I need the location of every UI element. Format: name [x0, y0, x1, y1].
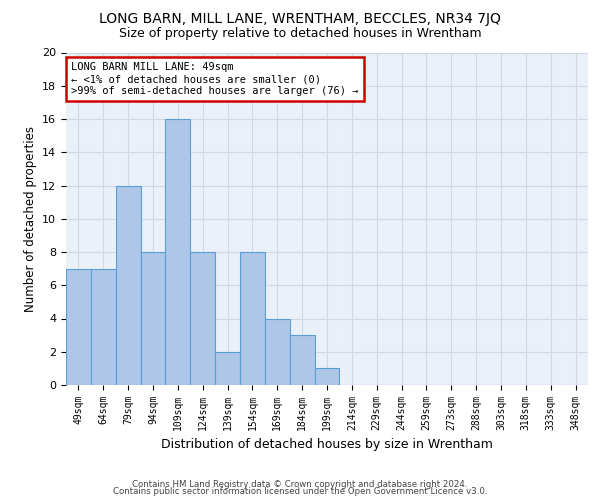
Bar — [215, 352, 240, 385]
Bar — [66, 268, 91, 385]
Y-axis label: Number of detached properties: Number of detached properties — [23, 126, 37, 312]
Text: LONG BARN MILL LANE: 49sqm
← <1% of detached houses are smaller (0)
>99% of semi: LONG BARN MILL LANE: 49sqm ← <1% of deta… — [71, 62, 359, 96]
Bar — [290, 335, 314, 385]
Text: LONG BARN, MILL LANE, WRENTHAM, BECCLES, NR34 7JQ: LONG BARN, MILL LANE, WRENTHAM, BECCLES,… — [99, 12, 501, 26]
Bar — [116, 186, 140, 385]
Bar — [140, 252, 166, 385]
Bar — [91, 268, 116, 385]
Bar — [190, 252, 215, 385]
Bar — [314, 368, 340, 385]
Text: Contains public sector information licensed under the Open Government Licence v3: Contains public sector information licen… — [113, 487, 487, 496]
Bar — [166, 119, 190, 385]
Text: Size of property relative to detached houses in Wrentham: Size of property relative to detached ho… — [119, 28, 481, 40]
X-axis label: Distribution of detached houses by size in Wrentham: Distribution of detached houses by size … — [161, 438, 493, 452]
Bar — [240, 252, 265, 385]
Text: Contains HM Land Registry data © Crown copyright and database right 2024.: Contains HM Land Registry data © Crown c… — [132, 480, 468, 489]
Bar — [265, 318, 290, 385]
